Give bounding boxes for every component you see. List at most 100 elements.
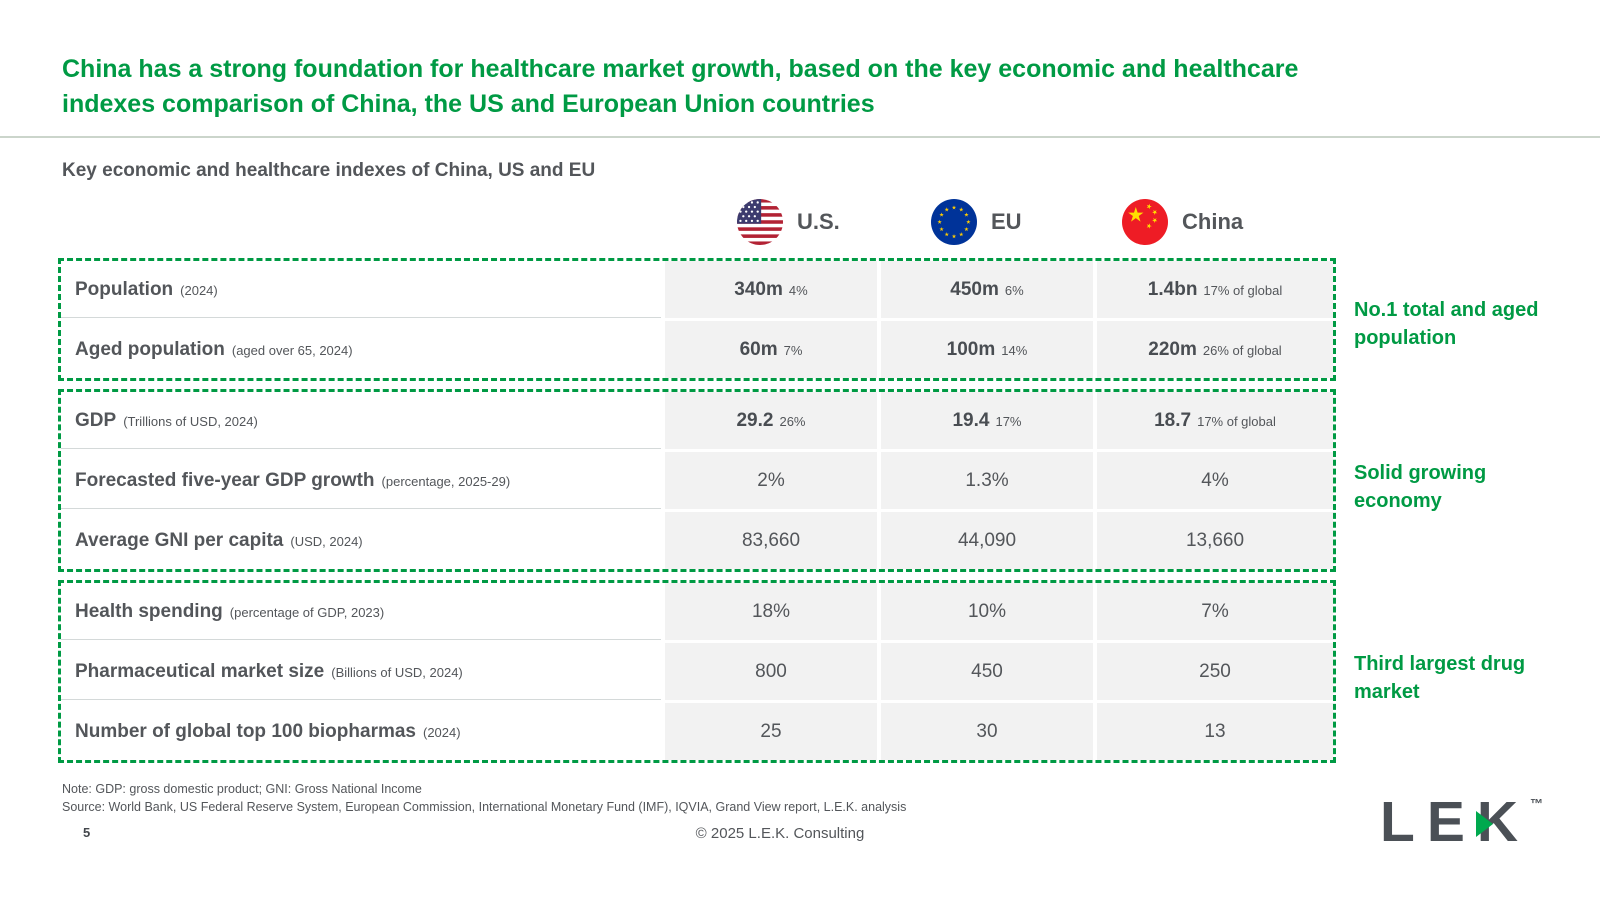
table-group-economy: GDP (Trillions of USD, 2024) 29.2 26% 19…: [58, 389, 1336, 572]
value-cell-us: 83,660: [665, 512, 877, 569]
value-cell-eu: 450: [881, 643, 1093, 700]
row-label-cell: GDP (Trillions of USD, 2024): [61, 392, 661, 449]
value-cell-us: 340m 4%: [665, 261, 877, 318]
table-group-healthcare: Health spending (percentage of GDP, 2023…: [58, 580, 1336, 763]
value-cell-eu: 30: [881, 703, 1093, 760]
value-cell-china: 18.7 17% of global: [1097, 392, 1333, 449]
row-qualifier: (aged over 65, 2024): [231, 343, 353, 358]
value-main: 29.2: [736, 410, 774, 431]
row-qualifier: (2024): [180, 283, 218, 298]
annotation-population: No.1 total and aged population: [1354, 299, 1539, 349]
slide-title: China has a strong foundation for health…: [62, 55, 1299, 118]
value-cell-china: 13,660: [1097, 512, 1333, 569]
value-main: 450m: [950, 279, 999, 300]
row-qualifier: (USD, 2024): [290, 534, 363, 549]
row-qualifier: (percentage, 2025-29): [381, 474, 511, 489]
value-main: 340m: [734, 279, 783, 300]
table-title: Key economic and healthcare indexes of C…: [62, 160, 596, 181]
value-main: 250: [1199, 661, 1231, 682]
annotation-drug-market: Third largest drug market: [1354, 653, 1526, 703]
value-cell-us: 800: [665, 643, 877, 700]
value-main: 1.4bn: [1147, 279, 1198, 300]
value-cell-china: 4%: [1097, 452, 1333, 509]
table-row-gdp-growth: Forecasted five-year GDP growth (percent…: [61, 452, 1333, 509]
value-suffix: 17% of global: [1197, 414, 1276, 429]
row-label-cell: Population (2024): [61, 261, 661, 318]
value-suffix: 4%: [788, 283, 808, 298]
copyright: © 2025 L.E.K. Consulting: [695, 825, 865, 842]
value-suffix: 7%: [783, 343, 803, 358]
row-qualifier: (2024): [423, 725, 461, 740]
value-cell-eu: 100m 14%: [881, 321, 1093, 378]
logo-letter-k: K: [1475, 794, 1518, 851]
source-line: Source: World Bank, US Federal Reserve S…: [62, 800, 907, 814]
value-main: 13: [1204, 721, 1226, 742]
row-qualifier: (Billions of USD, 2024): [331, 665, 463, 680]
indexes-table: Population (2024) 340m 4% 450m 6% 1.4bn …: [58, 258, 1336, 763]
table-group-population: Population (2024) 340m 4% 450m 6% 1.4bn …: [58, 258, 1336, 381]
value-cell-china: 13: [1097, 703, 1333, 760]
row-qualifier: (percentage of GDP, 2023): [229, 605, 385, 620]
value-main: 10%: [967, 601, 1007, 622]
china-flag-icon: [1122, 199, 1168, 245]
row-label-cell: Health spending (percentage of GDP, 2023…: [61, 583, 661, 640]
footnote: Note: GDP: gross domestic product; GNI: …: [62, 782, 422, 796]
value-cell-china: 7%: [1097, 583, 1333, 640]
row-label-cell: Aged population (aged over 65, 2024): [61, 321, 661, 378]
annotation-economy: Solid growing economy: [1354, 462, 1487, 512]
logo-green-triangle-icon: [1475, 811, 1493, 837]
value-cell-us: 2%: [665, 452, 877, 509]
value-cell-us: 29.2 26%: [665, 392, 877, 449]
value-suffix: 14%: [1001, 343, 1028, 358]
value-main: 450: [971, 661, 1003, 682]
value-suffix: 26% of global: [1202, 343, 1282, 358]
row-label-cell: Pharmaceutical market size (Billions of …: [61, 643, 661, 700]
column-label-eu: EU: [991, 209, 1022, 234]
column-label-us: U.S.: [797, 209, 840, 234]
value-cell-eu: 1.3%: [881, 452, 1093, 509]
value-cell-eu: 19.4 17%: [881, 392, 1093, 449]
value-main: 2%: [757, 470, 785, 491]
value-main: 13,660: [1185, 530, 1245, 551]
value-cell-china: 220m 26% of global: [1097, 321, 1333, 378]
us-flag-icon: [737, 199, 783, 245]
eu-flag-icon: [931, 199, 977, 245]
table-row-pharma-market-size: Pharmaceutical market size (Billions of …: [61, 643, 1333, 700]
table-row-health-spending: Health spending (percentage of GDP, 2023…: [61, 583, 1333, 640]
column-label-china: China: [1182, 209, 1244, 234]
table-row-gni-per-capita: Average GNI per capita (USD, 2024) 83,66…: [61, 512, 1333, 569]
value-main: 800: [755, 661, 787, 682]
value-suffix: 26%: [779, 414, 806, 429]
row-label: Forecasted five-year GDP growth: [75, 470, 375, 491]
row-qualifier: (Trillions of USD, 2024): [123, 414, 258, 429]
value-cell-eu: 10%: [881, 583, 1093, 640]
table-row-population: Population (2024) 340m 4% 450m 6% 1.4bn …: [61, 261, 1333, 318]
value-main: 18%: [751, 601, 791, 622]
table-row-aged-population: Aged population (aged over 65, 2024) 60m…: [61, 321, 1333, 378]
value-suffix: 17%: [995, 414, 1022, 429]
row-label: Pharmaceutical market size: [75, 661, 325, 682]
row-label: Population: [75, 279, 174, 300]
value-cell-us: 25: [665, 703, 877, 760]
value-cell-eu: 450m 6%: [881, 261, 1093, 318]
page-number: 5: [83, 825, 91, 840]
row-label: Health spending: [75, 601, 223, 622]
value-cell-china: 1.4bn 17% of global: [1097, 261, 1333, 318]
table-row-gdp: GDP (Trillions of USD, 2024) 29.2 26% 19…: [61, 392, 1333, 449]
value-suffix: 6%: [1004, 283, 1024, 298]
logo-letter-e: E: [1426, 790, 1465, 854]
value-cell-us: 18%: [665, 583, 877, 640]
value-main: 25: [760, 721, 782, 742]
value-main: 19.4: [952, 410, 990, 431]
row-label: Aged population: [75, 339, 225, 360]
table-row-top100-biopharmas: Number of global top 100 biopharmas (202…: [61, 703, 1333, 760]
lek-logo: L E K ™: [1380, 794, 1543, 851]
value-main: 30: [976, 721, 998, 742]
column-header-us: U.S.: [737, 198, 840, 246]
value-main: 60m: [739, 339, 778, 360]
row-label-cell: Forecasted five-year GDP growth (percent…: [61, 452, 661, 509]
title-divider: [0, 136, 1600, 138]
value-suffix: 17% of global: [1203, 283, 1283, 298]
value-main: 83,660: [741, 530, 801, 551]
